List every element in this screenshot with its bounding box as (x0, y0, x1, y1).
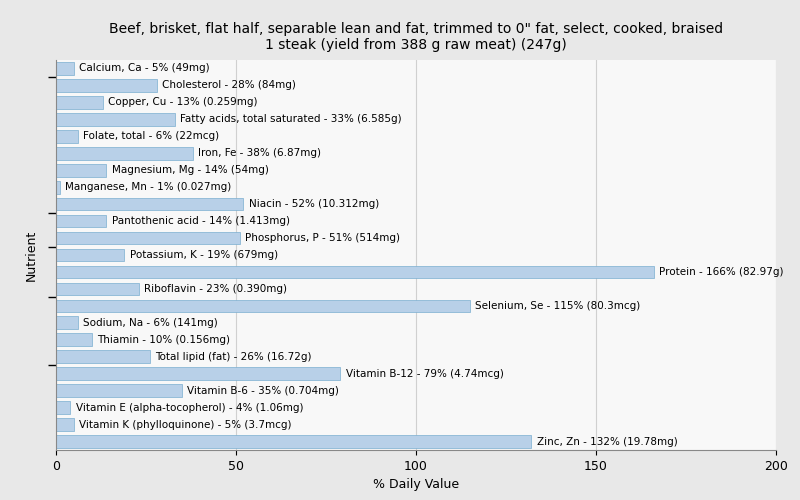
Bar (56, 96, 102, 109)
Text: Copper, Cu - 13% (0.259mg): Copper, Cu - 13% (0.259mg) (108, 98, 258, 108)
Text: Vitamin B-6 - 35% (0.704mg): Vitamin B-6 - 35% (0.704mg) (187, 386, 339, 396)
Text: Thiamin - 10% (0.156mg): Thiamin - 10% (0.156mg) (98, 335, 230, 345)
Bar (56, 418, 74, 431)
Text: Selenium, Se - 115% (80.3mcg): Selenium, Se - 115% (80.3mcg) (475, 301, 641, 311)
Bar (56, 248, 125, 262)
Bar (56, 401, 70, 414)
Y-axis label: Nutrient: Nutrient (24, 230, 38, 280)
Bar (56, 282, 139, 296)
Text: Fatty acids, total saturated - 33% (6.585g): Fatty acids, total saturated - 33% (6.58… (180, 114, 402, 124)
Text: Potassium, K - 19% (679mg): Potassium, K - 19% (679mg) (130, 250, 278, 260)
Text: Manganese, Mn - 1% (0.027mg): Manganese, Mn - 1% (0.027mg) (65, 182, 231, 192)
Bar (56, 300, 470, 312)
Text: Riboflavin - 23% (0.390mg): Riboflavin - 23% (0.390mg) (144, 284, 287, 294)
Text: Vitamin K (phylloquinone) - 5% (3.7mcg): Vitamin K (phylloquinone) - 5% (3.7mcg) (79, 420, 292, 430)
Text: Calcium, Ca - 5% (49mg): Calcium, Ca - 5% (49mg) (79, 64, 210, 74)
Bar (56, 334, 92, 346)
Text: Niacin - 52% (10.312mg): Niacin - 52% (10.312mg) (249, 199, 379, 209)
Bar (56, 130, 78, 142)
Bar (56, 214, 106, 228)
Bar (56, 384, 182, 397)
Bar (56, 316, 78, 329)
Text: Total lipid (fat) - 26% (16.72g): Total lipid (fat) - 26% (16.72g) (155, 352, 311, 362)
Bar (56, 350, 150, 363)
Bar (56, 62, 74, 75)
Text: Sodium, Na - 6% (141mg): Sodium, Na - 6% (141mg) (83, 318, 218, 328)
Text: Iron, Fe - 38% (6.87mg): Iron, Fe - 38% (6.87mg) (198, 148, 322, 158)
Bar (56, 164, 106, 176)
Bar (56, 435, 531, 448)
Title: Beef, brisket, flat half, separable lean and fat, trimmed to 0" fat, select, coo: Beef, brisket, flat half, separable lean… (109, 22, 723, 52)
Bar (56, 113, 175, 126)
Bar (56, 147, 193, 160)
Bar (56, 232, 240, 244)
Bar (56, 266, 654, 278)
Text: Magnesium, Mg - 14% (54mg): Magnesium, Mg - 14% (54mg) (112, 165, 269, 175)
Text: Folate, total - 6% (22mcg): Folate, total - 6% (22mcg) (83, 132, 219, 141)
X-axis label: % Daily Value: % Daily Value (373, 478, 459, 492)
Bar (56, 368, 341, 380)
Text: Protein - 166% (82.97g): Protein - 166% (82.97g) (659, 267, 783, 277)
Text: Cholesterol - 28% (84mg): Cholesterol - 28% (84mg) (162, 80, 296, 90)
Text: Pantothenic acid - 14% (1.413mg): Pantothenic acid - 14% (1.413mg) (112, 216, 290, 226)
Text: Zinc, Zn - 132% (19.78mg): Zinc, Zn - 132% (19.78mg) (537, 436, 678, 446)
Text: Phosphorus, P - 51% (514mg): Phosphorus, P - 51% (514mg) (245, 233, 400, 243)
Text: Vitamin B-12 - 79% (4.74mcg): Vitamin B-12 - 79% (4.74mcg) (346, 368, 504, 378)
Text: Vitamin E (alpha-tocopherol) - 4% (1.06mg): Vitamin E (alpha-tocopherol) - 4% (1.06m… (76, 402, 303, 412)
Bar (56, 198, 243, 210)
Bar (56, 181, 60, 194)
Bar (56, 79, 157, 92)
